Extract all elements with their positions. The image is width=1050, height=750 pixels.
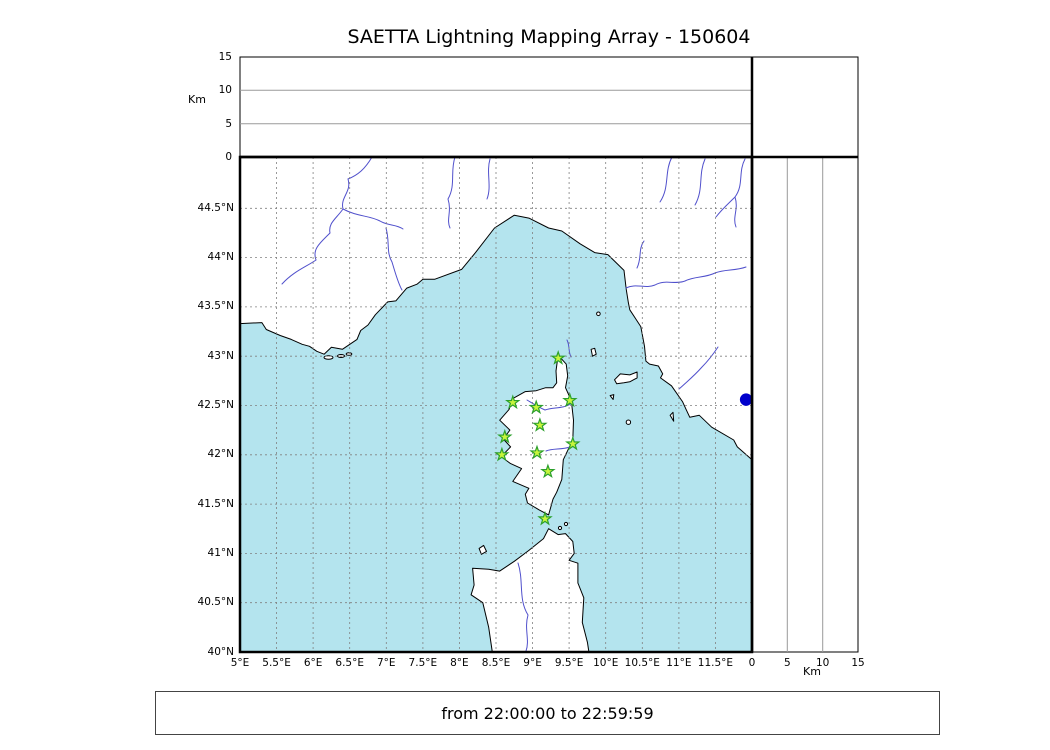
lat-tick-label: 42.5°N (197, 398, 234, 411)
river-durance (281, 156, 373, 285)
altitude-latitude-panel (751, 156, 859, 653)
island-pianosa (609, 394, 615, 400)
river-tanaro (447, 156, 456, 229)
river-golo (526, 399, 572, 411)
lma-station-star-icon (532, 417, 548, 432)
island-elba (614, 371, 638, 385)
river-serchio (636, 240, 645, 269)
altitude-axis-unit-right: Km (803, 665, 821, 678)
alt-tick-label-right: 10 (815, 657, 830, 669)
island-montecristo (625, 419, 632, 425)
lon-tick-label: 9.5°E (554, 657, 584, 669)
lon-tick-label: 5°E (230, 657, 250, 669)
river-verdon (342, 208, 404, 230)
lma-station-star-icon (505, 394, 521, 410)
alt-tick-label-top: 0 (225, 151, 232, 163)
landmass-france-italy (239, 156, 753, 461)
river-tavignano (545, 446, 571, 452)
alt-tick-label-right: 15 (851, 657, 865, 669)
island-capraia (590, 347, 597, 357)
lon-tick-label: 11.5°E (697, 657, 734, 669)
altitude-axis-unit-top: Km (188, 93, 206, 106)
lma-station-star-icon (494, 446, 510, 462)
river-secchia (659, 156, 673, 203)
landmass-sardinia (470, 528, 590, 653)
lma-station-star-icon (565, 435, 581, 451)
geography-layer (239, 156, 753, 653)
island-maddalena (557, 525, 563, 531)
island-gorgona (596, 311, 601, 317)
lma-station-star-icon (540, 463, 556, 479)
alt-tick-label-right: 5 (783, 657, 791, 669)
lma-station-star-icon (550, 350, 566, 365)
alt-tick-label-top: 5 (225, 117, 232, 130)
lat-tick-label: 40°N (207, 645, 234, 658)
lon-tick-label: 7.5°E (408, 657, 438, 669)
alt-tick-label-top: 15 (218, 51, 232, 63)
river-var (385, 227, 403, 291)
time-range-text: from 22:00:00 to 22:59:59 (441, 703, 654, 723)
figure-title: SAETTA Lightning Mapping Array - 150604 (347, 26, 751, 48)
lat-tick-label: 40.5°N (197, 596, 234, 609)
lon-tick-label: 9°E (523, 657, 542, 669)
landmass-corsica (499, 354, 574, 516)
lon-tick-label: 11°E (666, 657, 692, 669)
alt-tick-label-right: 0 (748, 657, 756, 669)
right-panel-gridlines (786, 157, 824, 652)
river-panaro (694, 158, 706, 206)
lon-tick-label: 10°E (593, 657, 619, 669)
altitude-longitude-panel (239, 56, 753, 158)
lma-station-star-icon (497, 428, 513, 444)
lat-tick-label: 43°N (207, 349, 234, 362)
river-scrivia (486, 158, 491, 200)
lon-tick-label: 10.5°E (624, 657, 660, 669)
altitude-histogram-panel (751, 56, 859, 158)
river-tiber-branch (715, 196, 736, 218)
time-range-box: from 22:00:00 to 22:59:59 (155, 691, 940, 735)
lat-tick-label: 41°N (207, 546, 234, 559)
lat-tick-label: 44.5°N (197, 201, 234, 214)
lon-tick-label: 7°E (376, 657, 396, 669)
island-asinara (478, 544, 487, 555)
island-levant (345, 352, 353, 356)
rivers-layer (281, 156, 747, 652)
lon-tick-label: 8°E (450, 657, 469, 669)
river-coghinas (517, 562, 529, 652)
lma-station-star-icon (528, 399, 544, 415)
alt-tick-label-top: 10 (218, 84, 232, 97)
island-maddalena-2 (563, 521, 569, 527)
river-arno (625, 266, 747, 289)
station-markers-layer (494, 350, 753, 526)
lat-tick-label: 41.5°N (197, 497, 234, 510)
lon-tick-label: 5.5°E (262, 657, 291, 669)
map-gridlines (240, 157, 752, 652)
map-panel (239, 156, 753, 653)
top-panel-gridlines (240, 89, 752, 125)
lma-station-star-icon (529, 444, 545, 460)
river-ombrone (678, 346, 719, 390)
lma-station-star-icon (562, 392, 578, 408)
lon-tick-label: 6.5°E (335, 657, 364, 669)
lon-tick-label: 8.5°E (481, 657, 511, 669)
lat-tick-label: 44°N (207, 251, 234, 264)
island-giglio (669, 411, 675, 422)
lat-tick-label: 42°N (207, 448, 234, 461)
lon-tick-label: 6°E (303, 657, 323, 669)
lat-tick-label: 43.5°N (197, 300, 234, 313)
lma-station-star-icon (537, 510, 553, 526)
blue-dot-marker (739, 393, 753, 406)
